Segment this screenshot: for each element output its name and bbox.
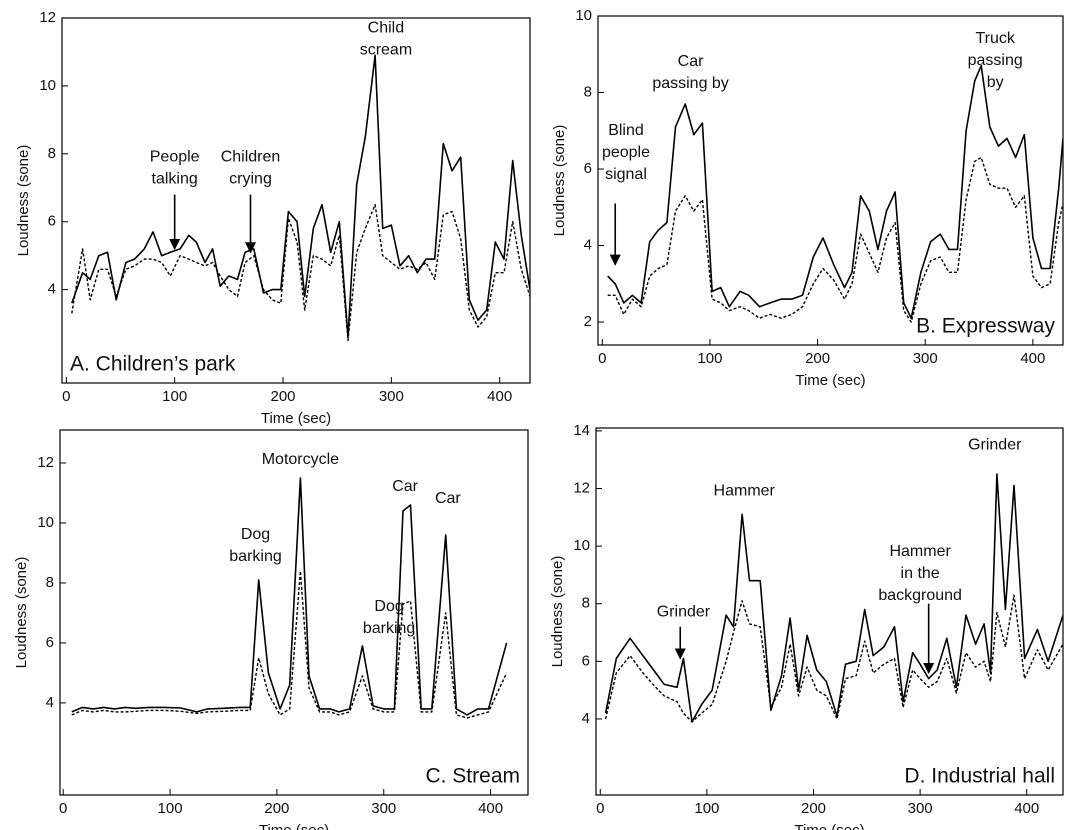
x-tick-label: 400 <box>487 388 512 405</box>
x-axis-label: Time (sec) <box>261 410 331 427</box>
panel-label: A. Children’s park <box>70 353 236 376</box>
annotation: Car <box>392 478 418 495</box>
x-tick-label: 300 <box>913 350 938 367</box>
annotation: Dog <box>241 526 270 543</box>
y-tick-label: 8 <box>582 595 590 612</box>
annotation: scream <box>360 41 412 58</box>
plot-frame <box>61 17 531 384</box>
series-line <box>604 594 1063 723</box>
y-tick-label: 6 <box>48 213 56 230</box>
x-tick-label: 400 <box>1020 350 1045 367</box>
y-tick-label: 12 <box>573 479 590 496</box>
x-tick-label: 100 <box>158 800 183 817</box>
annotation: people <box>602 144 650 161</box>
x-tick-label: 200 <box>801 800 826 817</box>
x-tick-label: 0 <box>62 388 70 405</box>
annotation: talking <box>152 170 198 187</box>
series-line <box>71 477 508 716</box>
annotation: Car <box>435 490 461 507</box>
annotation: Hammer <box>889 543 951 560</box>
y-tick-label: 10 <box>575 7 592 24</box>
annotation: People <box>150 148 200 165</box>
annotation: Truck <box>975 30 1015 47</box>
y-tick-label: 8 <box>584 83 592 100</box>
series-line <box>71 204 530 342</box>
x-tick-label: 0 <box>59 800 67 817</box>
y-tick-label: 6 <box>46 634 54 651</box>
y-tick-label: 12 <box>39 9 56 26</box>
annotation: Grinder <box>968 437 1022 454</box>
annotation: signal <box>605 166 647 183</box>
x-tick-label: 300 <box>371 800 396 817</box>
plot-area <box>71 54 530 342</box>
plot-frame <box>595 427 1064 796</box>
series-line <box>604 473 1063 723</box>
annotation: by <box>987 74 1004 91</box>
x-tick-label: 300 <box>908 800 933 817</box>
panel-label: B. Expressway <box>916 315 1055 338</box>
annotation: Blind <box>608 122 644 139</box>
x-tick-label: 0 <box>596 800 604 817</box>
series-line <box>71 570 508 719</box>
annotation: crying <box>229 170 272 187</box>
x-tick-label: 200 <box>805 350 830 367</box>
annotation: Hammer <box>714 483 776 500</box>
x-axis-label: Time (sec) <box>259 822 329 830</box>
annotation: Car <box>678 53 704 70</box>
series-line <box>607 64 1063 319</box>
plot-frame <box>597 15 1064 346</box>
x-tick-label: 200 <box>264 800 289 817</box>
x-axis-label: Time (sec) <box>794 822 864 830</box>
x-tick-label: 100 <box>694 800 719 817</box>
annotation: Grinder <box>657 604 711 621</box>
x-tick-label: 0 <box>598 350 606 367</box>
x-tick-label: 200 <box>270 388 295 405</box>
y-axis-label: Loudness (sone) <box>15 145 32 257</box>
y-tick-label: 6 <box>584 160 592 177</box>
annotation: barking <box>229 548 281 565</box>
y-tick-label: 4 <box>46 694 54 711</box>
x-tick-label: 100 <box>162 388 187 405</box>
y-tick-label: 10 <box>39 77 56 94</box>
y-tick-label: 12 <box>37 454 54 471</box>
y-tick-label: 4 <box>48 281 56 298</box>
y-tick-label: 10 <box>37 514 54 531</box>
annotation: Children <box>221 148 281 165</box>
plot-frame <box>59 429 529 796</box>
plot-area <box>607 64 1063 323</box>
y-tick-label: 4 <box>584 237 592 254</box>
annotation: Child <box>368 19 404 36</box>
annotation: in the <box>901 565 940 582</box>
y-tick-label: 14 <box>573 422 590 439</box>
y-tick-label: 6 <box>582 652 590 669</box>
y-tick-label: 10 <box>573 537 590 554</box>
y-axis-label: Loudness (sone) <box>551 125 568 237</box>
y-tick-label: 4 <box>582 710 590 727</box>
annotation: background <box>878 587 962 604</box>
x-axis-label: Time (sec) <box>795 372 865 389</box>
x-tick-label: 100 <box>697 350 722 367</box>
x-tick-label: 300 <box>379 388 404 405</box>
y-tick-label: 2 <box>584 313 592 330</box>
y-tick-label: 8 <box>48 145 56 162</box>
y-axis-label: Loudness (sone) <box>549 556 566 668</box>
panel-label: C. Stream <box>425 765 520 788</box>
series-line <box>607 156 1063 323</box>
series-line <box>71 54 530 338</box>
annotation: Motorcycle <box>262 451 339 468</box>
panel-label: D. Industrial hall <box>904 765 1055 788</box>
annotation: barking <box>363 620 415 637</box>
annotation: Dog <box>374 598 403 615</box>
annotation: passing <box>968 52 1023 69</box>
y-axis-label: Loudness (sone) <box>13 557 30 669</box>
y-tick-label: 8 <box>46 574 54 591</box>
plot-area <box>604 473 1063 723</box>
annotation: passing by <box>652 75 729 92</box>
x-tick-label: 400 <box>478 800 503 817</box>
x-tick-label: 400 <box>1014 800 1039 817</box>
plot-area <box>71 477 508 719</box>
